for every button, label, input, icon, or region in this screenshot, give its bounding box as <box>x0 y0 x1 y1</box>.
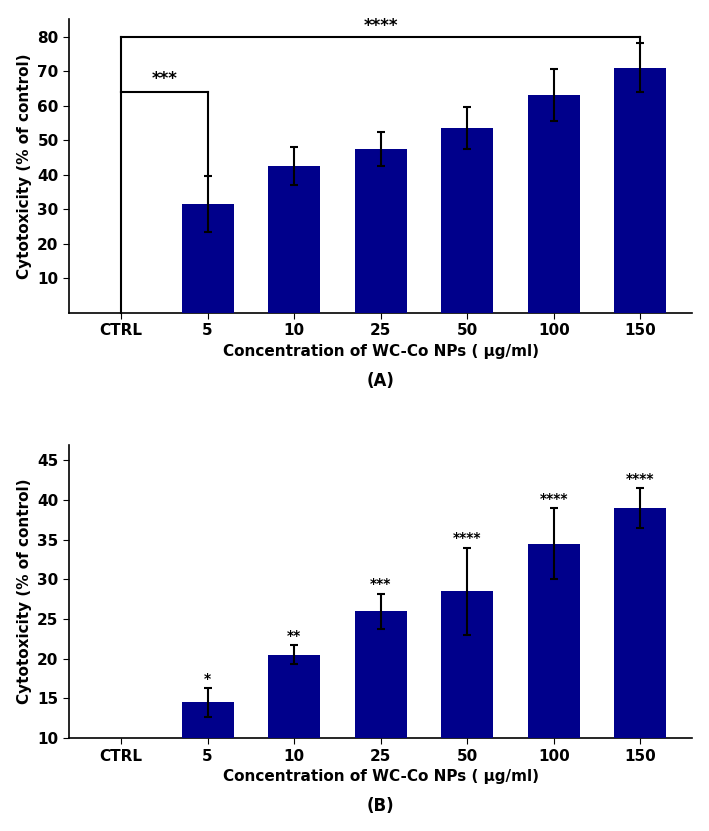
Bar <box>527 96 580 312</box>
Bar <box>182 702 233 818</box>
Bar <box>268 655 320 818</box>
Bar <box>615 67 666 312</box>
Bar <box>527 543 580 818</box>
Text: ***: *** <box>151 71 177 88</box>
Y-axis label: Cytotoxicity (% of control): Cytotoxicity (% of control) <box>17 479 32 704</box>
Bar <box>354 149 407 312</box>
Bar <box>441 128 493 312</box>
Text: **: ** <box>287 629 301 643</box>
Text: ****: **** <box>453 531 481 545</box>
Bar <box>615 508 666 818</box>
Bar <box>182 204 233 312</box>
Text: ****: **** <box>540 492 568 506</box>
Bar <box>354 612 407 818</box>
Text: ***: *** <box>370 578 391 592</box>
Bar <box>268 166 320 312</box>
Text: (B): (B) <box>367 797 394 815</box>
X-axis label: Concentration of WC-Co NPs ( μg/ml): Concentration of WC-Co NPs ( μg/ml) <box>223 770 539 784</box>
X-axis label: Concentration of WC-Co NPs ( μg/ml): Concentration of WC-Co NPs ( μg/ml) <box>223 344 539 359</box>
Bar <box>441 592 493 818</box>
Text: ****: **** <box>364 17 398 35</box>
Text: (A): (A) <box>367 371 395 390</box>
Text: *: * <box>204 671 211 686</box>
Text: ****: **** <box>626 472 654 486</box>
Y-axis label: Cytotoxicity (% of control): Cytotoxicity (% of control) <box>17 53 32 279</box>
